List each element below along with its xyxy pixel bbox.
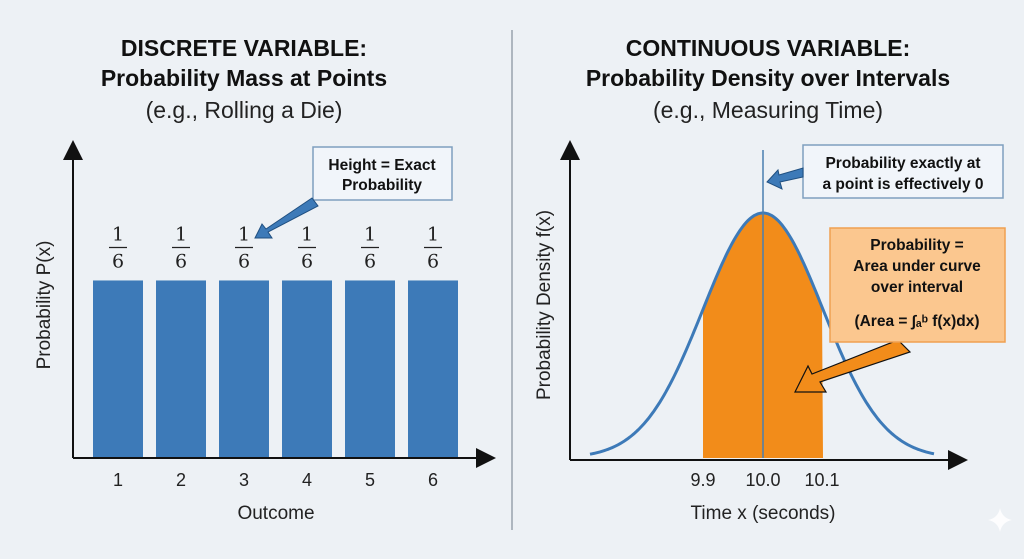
x-tick-1: 1 — [113, 470, 123, 490]
sparkle-icon — [988, 508, 1012, 532]
bar-label-numerator: 1 — [427, 223, 439, 245]
bar-6 — [408, 280, 458, 458]
bar-label-numerator: 1 — [238, 223, 250, 245]
point-callout-line2: a point is effectively 0 — [822, 176, 983, 193]
bar-label-denominator: 6 — [112, 250, 124, 272]
point-callout-line1: Probability exactly at — [825, 155, 980, 172]
area-callout-line3: over interval — [871, 279, 963, 296]
x-tick-9.9: 9.9 — [690, 470, 715, 490]
bar-label-numerator: 1 — [112, 223, 124, 245]
right-x-label: Time x (seconds) — [691, 503, 836, 524]
right-subtitle: (e.g., Measuring Time) — [653, 97, 883, 123]
area-callout: Probability = Area under curve over inte… — [794, 227, 1006, 393]
x-tick-4: 4 — [302, 470, 312, 490]
left-title: DISCRETE VARIABLE: — [121, 35, 367, 61]
bar-label-denominator: 6 — [364, 250, 376, 272]
x-tick-5: 5 — [365, 470, 375, 490]
bar-4 — [282, 280, 332, 458]
area-callout-line2: Area under curve — [853, 258, 981, 275]
bar-group: 1 1 6 2 1 6 3 1 6 4 1 6 5 1 6 6 1 6 — [93, 223, 458, 490]
left-callout-line1: Height = Exact — [328, 157, 435, 174]
x-tick-2: 2 — [176, 470, 186, 490]
left-y-label: Probability P(x) — [34, 241, 55, 370]
x-tick-3: 3 — [239, 470, 249, 490]
point-callout: Probability exactly at a point is effect… — [766, 144, 1004, 199]
x-tick-10.1: 10.1 — [804, 470, 839, 490]
area-callout-formula: (Area = ∫ₐᵇ f(x)dx) — [854, 313, 979, 330]
area-callout-line1: Probability = — [870, 237, 963, 254]
bar-label-denominator: 6 — [175, 250, 187, 272]
area-callout-arrow — [794, 339, 912, 393]
bar-5 — [345, 280, 395, 458]
left-callout-arrow — [254, 197, 319, 239]
bar-label-denominator: 6 — [238, 250, 250, 272]
bar-3 — [219, 280, 269, 458]
density-curve — [589, 211, 935, 456]
bar-label-denominator: 6 — [301, 250, 313, 272]
left-callout-line2: Probability — [342, 177, 422, 194]
left-callout: Height = Exact Probability — [254, 146, 453, 239]
bar-2 — [156, 280, 206, 458]
x-tick-10.0: 10.0 — [745, 470, 780, 490]
left-title-2: Probability Mass at Points — [101, 65, 387, 91]
bar-label-numerator: 1 — [301, 223, 313, 245]
right-y-label: Probability Density f(x) — [534, 210, 555, 400]
x-tick-6: 6 — [428, 470, 438, 490]
bar-label-numerator: 1 — [175, 223, 187, 245]
right-title: CONTINUOUS VARIABLE: — [626, 35, 911, 61]
bar-1 — [93, 280, 143, 458]
point-callout-arrow — [766, 167, 804, 190]
left-x-label: Outcome — [237, 503, 314, 524]
bar-label-denominator: 6 — [427, 250, 439, 272]
bar-label-numerator: 1 — [364, 223, 376, 245]
right-title-2: Probability Density over Intervals — [586, 65, 950, 91]
left-subtitle: (e.g., Rolling a Die) — [146, 97, 343, 123]
